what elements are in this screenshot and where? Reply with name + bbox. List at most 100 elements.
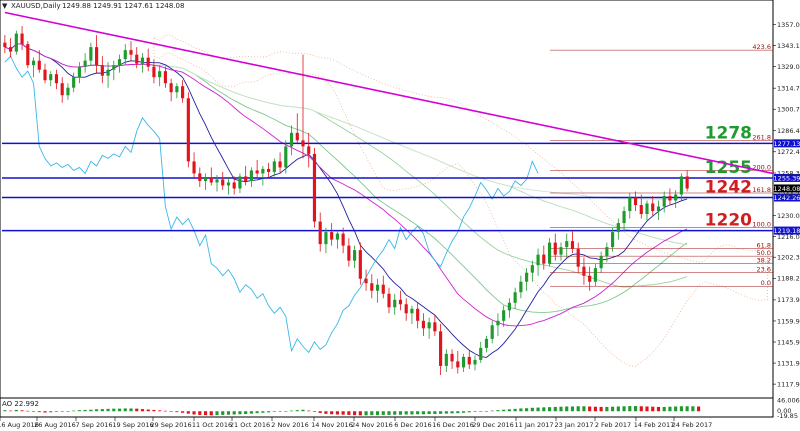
dropdown-arrow-icon[interactable]: ▼ [2, 2, 8, 10]
candle-body [221, 179, 225, 186]
ao-bar [656, 406, 661, 412]
ao-bar [439, 411, 443, 414]
ao-bar [318, 411, 322, 413]
candle-body [593, 268, 597, 282]
symbol-label: XAUUSD,Daily [11, 2, 61, 10]
price-tick-label: 1188.20 [777, 275, 800, 283]
fib-level-label: 50.0 [757, 249, 771, 257]
level-price-tag [774, 173, 800, 182]
candle-body [261, 168, 265, 174]
ao-bar [215, 411, 219, 416]
candle-body [599, 256, 603, 269]
ao-bar [507, 409, 511, 412]
ao-bar [221, 411, 225, 415]
ao-bar [26, 410, 30, 412]
candle-body [662, 195, 666, 207]
awesome-oscillator: 46.006 0.00-19.85 [3, 397, 800, 420]
support-resistance-levels: 1278 1277.13 1255 1255.39 1242 1242.26 1220 121… [2, 123, 800, 235]
ao-bar [473, 411, 477, 412]
ao-bar [404, 411, 408, 415]
ao-bar [559, 406, 563, 412]
ao-bar [203, 411, 208, 416]
level-label: 1242 [705, 177, 752, 197]
ao-bar [542, 407, 546, 412]
ao-bar [582, 406, 586, 412]
ao-bar [100, 409, 104, 412]
ao-bar [479, 411, 483, 412]
ichimoku-cloud [153, 34, 768, 367]
candle-body [588, 275, 592, 282]
candle-body [536, 254, 540, 266]
candle-body [565, 241, 569, 248]
candle-body [416, 308, 420, 321]
ao-bar [645, 406, 649, 412]
fib-level-label: 161.8 [752, 186, 771, 194]
ao-bar [49, 411, 53, 413]
ao-bar [244, 411, 248, 415]
date-tick-label: 24 Nov 2016 [351, 421, 393, 429]
ao-bar [427, 411, 431, 415]
candle-body [387, 293, 391, 308]
level-label: 1220 [705, 211, 752, 231]
candle-body [255, 170, 259, 174]
candle-body [267, 168, 271, 172]
price-tick-label: 1131.90 [777, 359, 800, 367]
fib-level-label: 100.0 [752, 221, 771, 229]
candle-body [605, 247, 609, 257]
candle-body [49, 74, 53, 81]
candle-body [66, 87, 70, 96]
candle-body [398, 299, 403, 305]
level-price-tag-text: 1277.13 [774, 140, 800, 148]
price-tick-label: 1343.10 [777, 42, 800, 50]
ao-bar [95, 409, 99, 412]
candle-body [461, 356, 466, 368]
ao-bar [307, 410, 311, 412]
ao-bar [186, 411, 190, 414]
ao-bar [633, 406, 638, 412]
candle-body [507, 302, 511, 311]
candle-body [152, 66, 156, 78]
candle-body [100, 65, 104, 76]
candle-body [651, 203, 655, 212]
moving-average-lines [4, 43, 688, 358]
price-tick-label: 1272.40 [777, 148, 800, 156]
ao-bar [43, 411, 47, 413]
candle-body [410, 308, 414, 314]
ao-bar [192, 411, 196, 415]
current-price-tag [774, 184, 800, 193]
ao-bar [605, 406, 609, 412]
ao-bar [9, 410, 13, 412]
fib-level-label: 23.6 [757, 266, 771, 274]
candle-body [467, 356, 471, 365]
ao-bar [553, 406, 557, 412]
ao-bar [496, 410, 500, 412]
candle-body [576, 248, 580, 267]
candle-body [668, 195, 672, 201]
price-tick-label: 1145.90 [777, 338, 800, 346]
ao-bar [593, 406, 597, 412]
ohlc-values: 1249.88 1249.91 1247.61 1248.08 [62, 2, 184, 10]
ao-bar [255, 411, 259, 414]
candle-body [513, 292, 517, 303]
ao-bar [353, 411, 357, 416]
candle-body [106, 69, 110, 76]
candle-body [89, 47, 93, 61]
candle-body [444, 353, 448, 366]
fib-level-label: 200.0 [752, 163, 771, 171]
price-tick-label: 1117.90 [777, 380, 800, 388]
ao-bar [416, 411, 420, 415]
ao-bar [146, 409, 150, 412]
ao-bar [324, 411, 328, 414]
date-tick-label: 11 Oct 2016 [192, 421, 232, 429]
candle-body [26, 44, 30, 66]
candle-body [364, 278, 368, 284]
candle-body [95, 47, 99, 66]
candle-body [20, 33, 24, 45]
ao-bar [375, 411, 380, 416]
candle-body [72, 77, 76, 88]
candle-body [490, 325, 494, 339]
ao-bar [611, 406, 615, 412]
candle-body [60, 83, 64, 96]
ao-bar [181, 411, 185, 413]
kijun-line [4, 43, 688, 327]
